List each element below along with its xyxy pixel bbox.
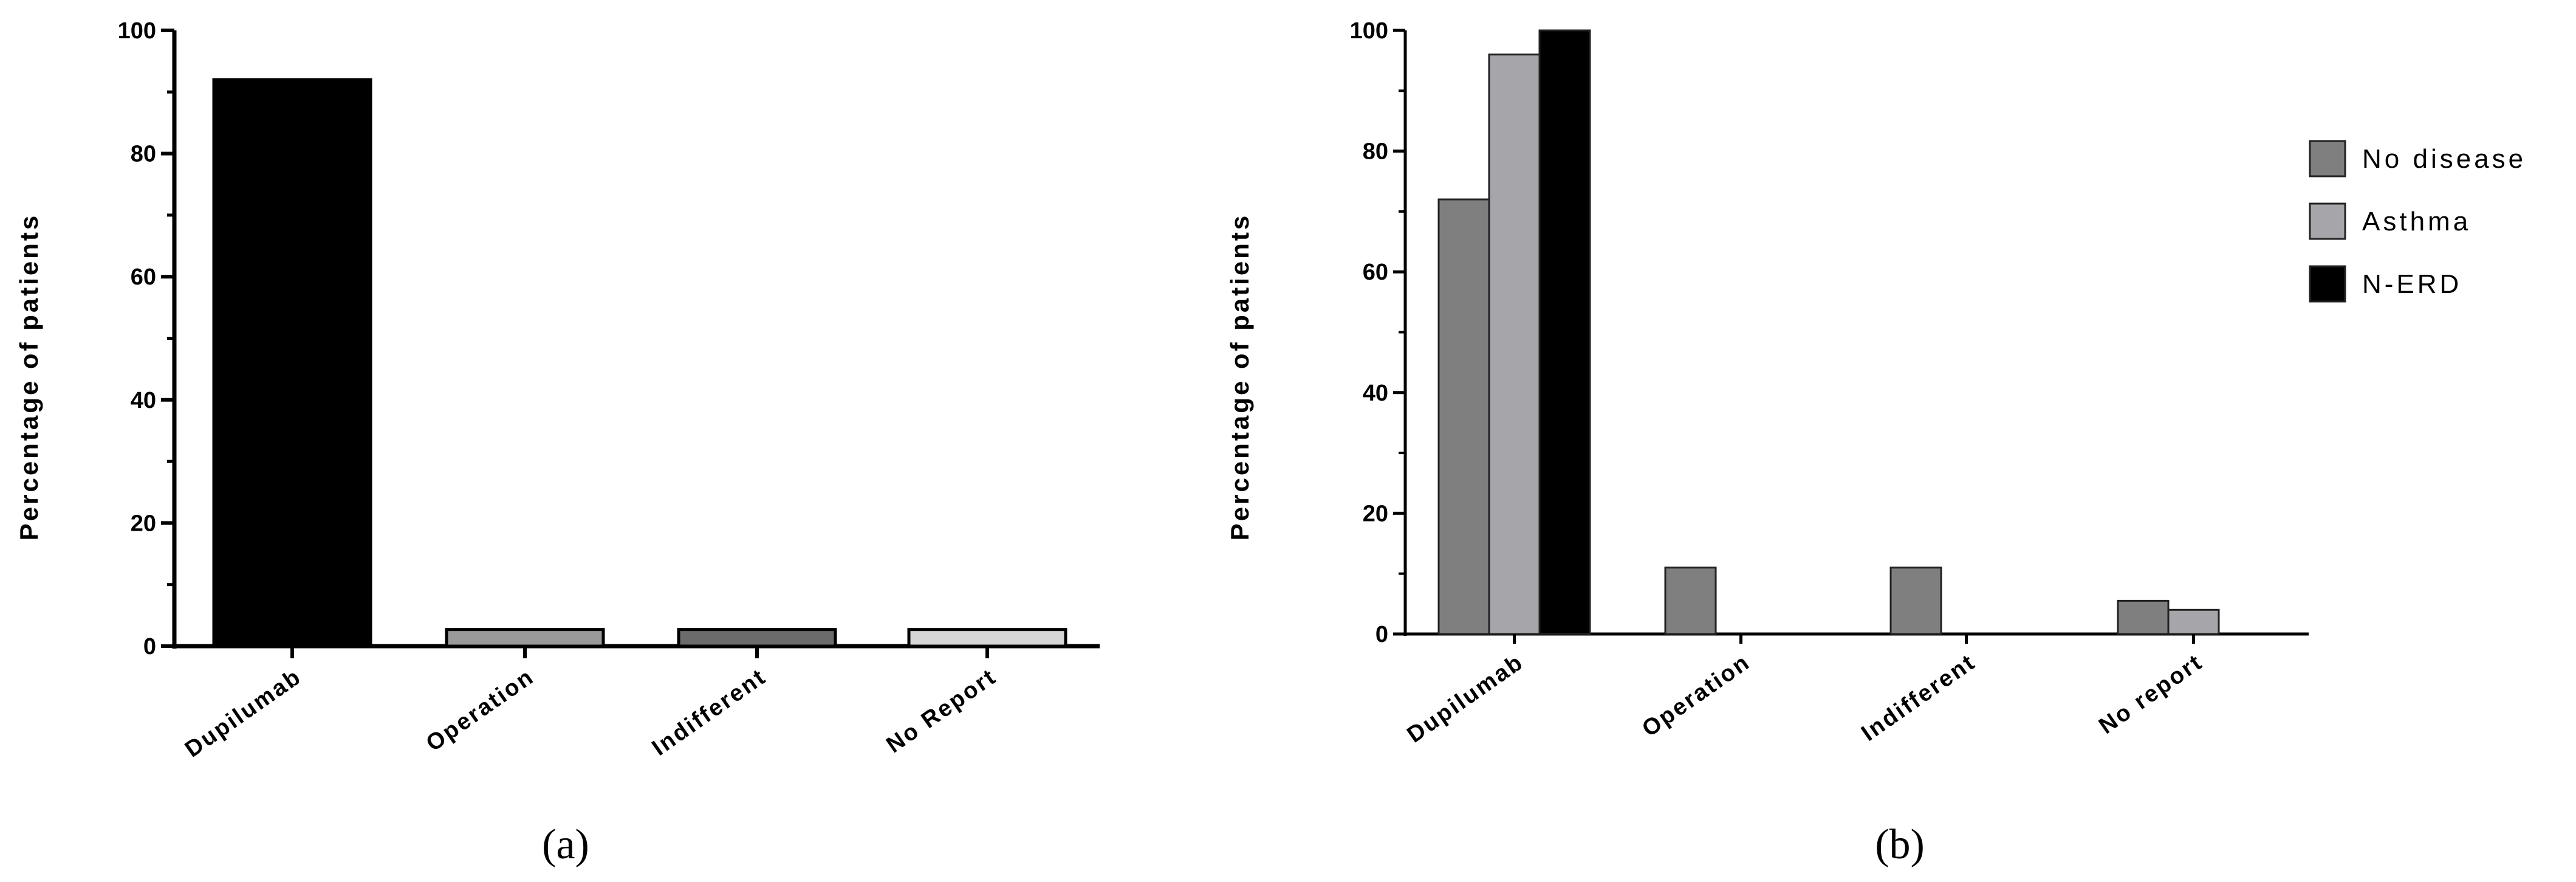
- bar-b-asthma: [1488, 53, 1541, 635]
- panel-label-a: (a): [542, 821, 589, 868]
- y-tick-label-a: 60: [131, 264, 156, 290]
- legend-swatch: [2309, 140, 2346, 177]
- bar-a: [445, 628, 605, 648]
- y-tick-label-b: 40: [1363, 381, 1388, 406]
- chart-panel-b: Percentage of patients (b) 0 20 40 60 80 100 D…: [1225, 18, 2526, 868]
- x-tick-label-b: Dupilumab: [1403, 649, 1529, 748]
- bar-b-asthma: [2167, 608, 2220, 635]
- y-tick-label-b: 60: [1363, 260, 1388, 285]
- x-tick-label-b: No report: [2094, 649, 2207, 739]
- y-axis-title-b: Percentage of patients: [1225, 213, 1254, 540]
- y-axis-title-a: Percentage of patients: [15, 213, 43, 540]
- x-tick-label-a: Indifferent: [648, 664, 771, 761]
- bar-a: [212, 78, 372, 648]
- bar-b-no-disease: [1664, 567, 1717, 635]
- bar-b-n-erd: [1538, 29, 1591, 635]
- y-tick-label-b: 100: [1350, 18, 1388, 44]
- legend-swatch: [2309, 265, 2346, 303]
- x-tick-label-a: No Report: [882, 664, 1002, 758]
- y-tick-label-a: 40: [131, 388, 156, 413]
- bar-b-no-disease: [1437, 198, 1490, 635]
- legend-swatch: [2309, 202, 2346, 240]
- bar-b-no-disease: [1889, 567, 1942, 635]
- y-tick-label-b: 0: [1375, 622, 1388, 647]
- legend-label: No disease: [2362, 144, 2526, 174]
- x-tick-label-b: Indifferent: [1857, 649, 1980, 746]
- y-tick-label-b: 20: [1363, 501, 1388, 526]
- bar-a: [677, 628, 837, 648]
- y-tick-label-a: 20: [131, 511, 156, 536]
- bar-a: [907, 628, 1067, 648]
- x-tick-label-a: Dupilumab: [180, 664, 306, 763]
- bar-b-no-disease: [2117, 599, 2170, 635]
- x-tick-label-a: Operation: [422, 664, 539, 757]
- y-tick-label-b: 80: [1363, 139, 1388, 165]
- y-tick-label-a: 0: [143, 634, 156, 660]
- panel-label-b: (b): [1875, 821, 1925, 868]
- x-tick-label-b: Operation: [1637, 649, 1755, 742]
- legend-label: Asthma: [2362, 207, 2471, 236]
- y-tick-label-a: 100: [118, 18, 156, 44]
- chart-panel-a: Percentage of patients (a) 0 20 40 60 80 100 D…: [15, 18, 1100, 868]
- legend-label: N-ERD: [2362, 269, 2462, 299]
- y-tick-label-a: 80: [131, 142, 156, 167]
